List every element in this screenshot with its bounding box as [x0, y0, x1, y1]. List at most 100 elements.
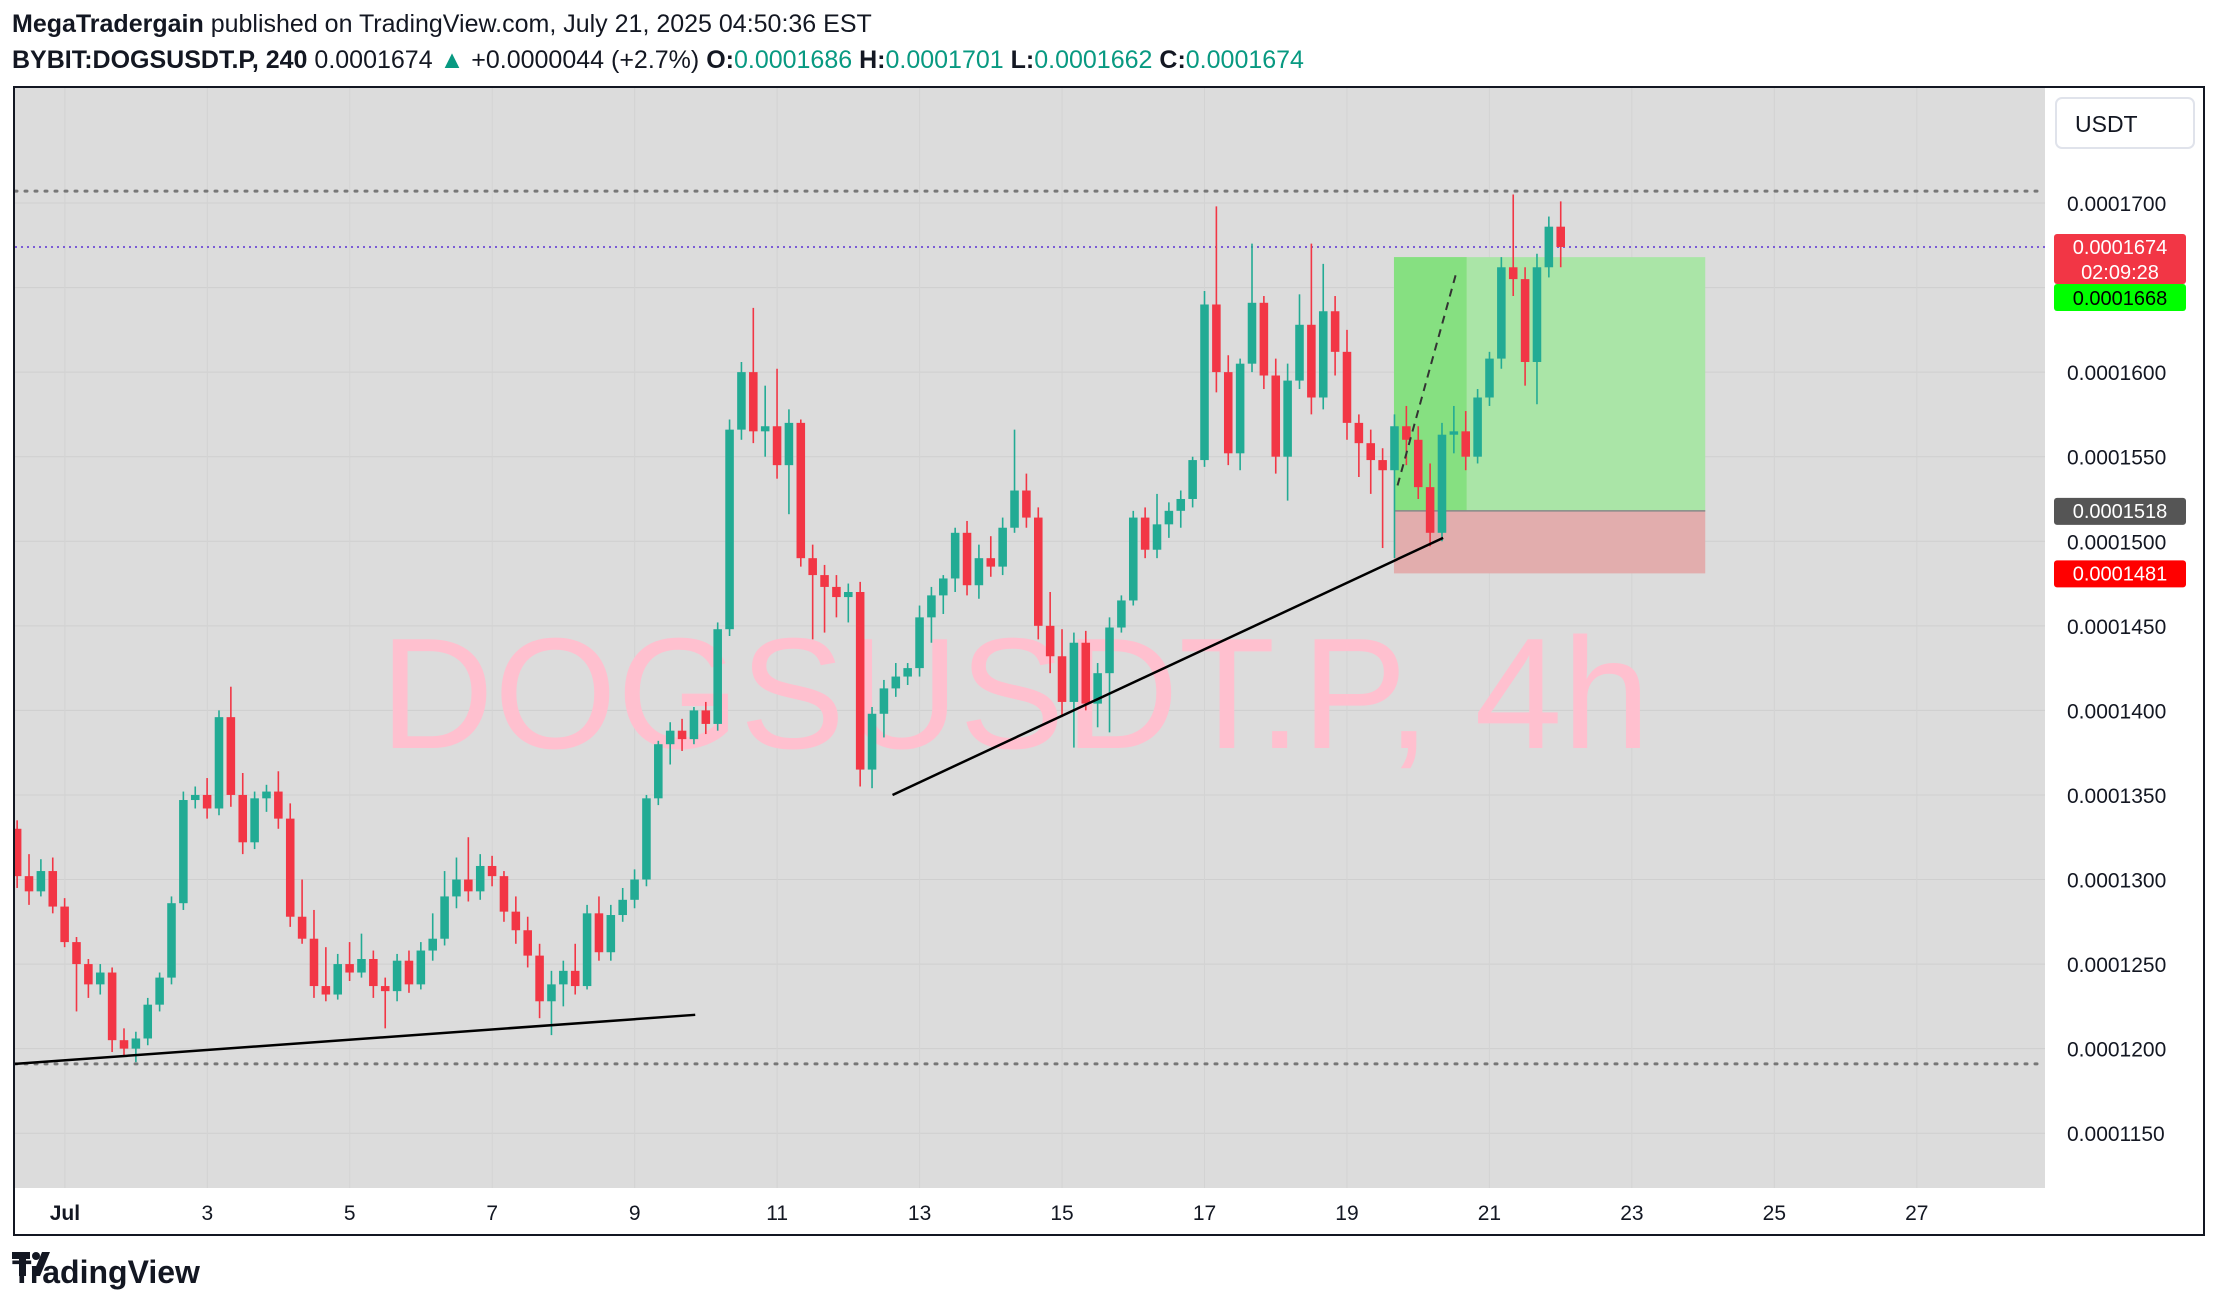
candle-body: [1164, 510, 1174, 525]
change-value: +0.0000044 (+2.7%): [471, 46, 700, 74]
current-price-tag: 0.0001674: [2073, 237, 2168, 259]
candle-body: [1425, 487, 1435, 533]
candle-body: [380, 986, 390, 992]
entry-price-tag-bg: [2054, 497, 2186, 525]
candle-body: [784, 422, 794, 466]
candle-body: [214, 717, 224, 809]
price-tick-label: 0.0001700: [2067, 193, 2166, 216]
price-tick-label: 0.0001150: [2067, 1123, 2165, 1146]
candle-body: [499, 876, 509, 912]
time-tick-label: 19: [1335, 1202, 1358, 1225]
candle-body: [547, 984, 556, 1002]
candle-body: [1259, 302, 1269, 376]
candle-body: [1508, 267, 1518, 280]
candle-body: [986, 558, 996, 567]
candle-body: [1342, 351, 1352, 423]
chart-frame[interactable]: DOGSUSDT.P, 4h 0.0001150 0.0001200 0.00012…: [13, 86, 2205, 1236]
candle-body: [452, 879, 461, 897]
candle-body: [677, 730, 687, 740]
candle-body: [24, 876, 34, 892]
price-tick-label: 0.0001300: [2067, 870, 2166, 893]
candle-body: [357, 959, 366, 973]
candle-body: [202, 794, 212, 809]
time-tick-label: 11: [766, 1202, 788, 1225]
candle-body: [1449, 431, 1459, 435]
candle-body: [84, 964, 93, 985]
footer: TradingView: [12, 1250, 200, 1294]
candle-body: [107, 972, 117, 1041]
currency-button-label: USDT: [2075, 111, 2138, 137]
candle-body: [915, 617, 924, 669]
candle-body: [1188, 460, 1197, 499]
time-tick-label: 7: [486, 1202, 498, 1225]
time-tick-label: 9: [629, 1202, 641, 1225]
candle-body: [1378, 460, 1387, 471]
candle-body: [630, 879, 639, 900]
symbol-label[interactable]: BYBIT:DOGSUSDT.P, 240: [12, 46, 308, 74]
candle-body: [570, 970, 580, 987]
candle-body: [808, 558, 817, 576]
price-tick-label: 0.0001550: [2067, 447, 2166, 470]
publisher-name[interactable]: MegaTradergain: [12, 10, 204, 38]
candle-body: [939, 578, 948, 596]
candle-body: [713, 629, 722, 724]
candle-body: [131, 1038, 141, 1049]
time-tick-label: 15: [1050, 1202, 1073, 1225]
candle-body: [333, 964, 343, 995]
candle-body: [1437, 434, 1447, 533]
candle-body: [1200, 304, 1209, 461]
price-tick-label: 0.0001350: [2067, 785, 2166, 808]
candle-body: [487, 865, 497, 877]
candle-body: [1010, 490, 1019, 528]
current-price-tag-countdown: 02:09:28: [2081, 262, 2159, 284]
candle-body: [15, 828, 22, 877]
candle-body: [665, 730, 675, 745]
low-value: 0.0001662: [1034, 46, 1153, 74]
currency-button[interactable]: USDT: [2055, 97, 2195, 149]
horizontal-levels: [15, 189, 2047, 1066]
plot-pane[interactable]: [15, 88, 2045, 1188]
candle-body: [321, 986, 331, 995]
candle-body: [1081, 642, 1091, 704]
candle-body: [119, 1040, 129, 1049]
close-value: 0.0001674: [1185, 46, 1304, 74]
candle-body: [927, 595, 936, 618]
symbol-watermark: DOGSUSDT.P, 4h: [380, 606, 1650, 782]
candle-body: [1390, 426, 1399, 471]
candle-body: [535, 955, 544, 1002]
candle-body: [1105, 627, 1114, 674]
candle-body: [262, 791, 271, 799]
candle-body: [523, 930, 532, 956]
tradingview-logo[interactable]: TradingView: [12, 1252, 200, 1291]
time-scale[interactable]: [15, 1188, 2045, 1234]
candlestick-chart[interactable]: DOGSUSDT.P, 4h 0.0001150 0.0001200 0.00012…: [15, 88, 2203, 1234]
candle-body: [392, 960, 402, 992]
projection-path: [1396, 273, 1457, 486]
candle-body: [582, 913, 592, 987]
candle-body: [1128, 517, 1138, 601]
candle-body: [950, 532, 960, 579]
candle-body: [475, 865, 485, 892]
candle-body: [796, 422, 806, 559]
candle-body: [1402, 426, 1411, 440]
price-axis-labels: 0.0001150 0.0001200 0.0001250 0.0001300 0.00…: [2067, 193, 2166, 1146]
candle-body: [48, 871, 58, 907]
candle-body: [1093, 673, 1102, 704]
candle-body: [404, 960, 414, 985]
candle-body: [285, 818, 295, 917]
candle-body: [891, 676, 901, 689]
open-label: O:: [706, 46, 734, 74]
candle-body: [962, 532, 972, 586]
candle-body: [772, 426, 782, 466]
price-tick-label: 0.0001600: [2067, 362, 2166, 385]
candle-body: [309, 938, 319, 987]
candle-body: [1532, 267, 1542, 362]
candle-body: [701, 710, 711, 724]
trendlines[interactable]: [15, 273, 1457, 1066]
entry-price-tag: 0.0001518: [2073, 501, 2168, 523]
candle-body: [618, 899, 627, 916]
candle-body: [36, 871, 46, 892]
candle-body: [1212, 304, 1221, 373]
candle-body: [1235, 363, 1245, 454]
candle-body: [1271, 375, 1281, 457]
